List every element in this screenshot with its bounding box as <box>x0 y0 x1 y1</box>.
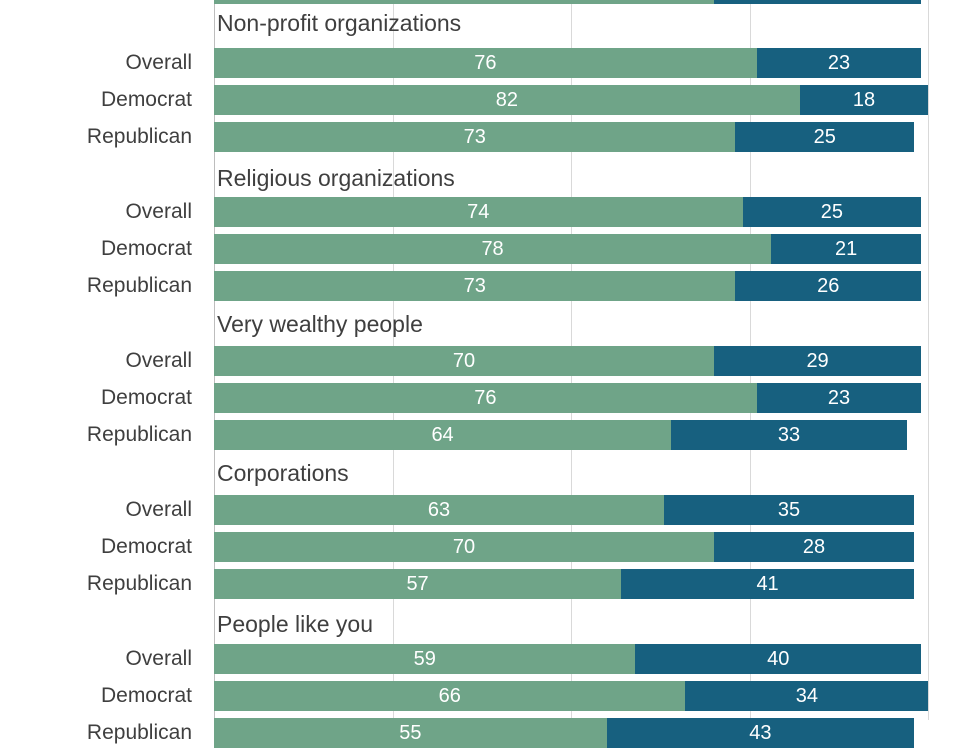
bar-segment-second: 25 <box>742 197 922 227</box>
group-title: Corporations <box>217 460 349 486</box>
bar-segment-first: 55 <box>214 718 607 748</box>
bar-segment-first: 63 <box>214 495 664 525</box>
row-label: Democrat <box>100 88 192 111</box>
bar-segment-first: 76 <box>214 48 757 78</box>
bar-segment-first: 66 <box>214 681 686 711</box>
row-label: Democrat <box>100 684 192 707</box>
bar-segment-first: 78 <box>214 234 772 264</box>
bar-segment-first: 82 <box>214 85 800 115</box>
row-label: Democrat <box>100 386 192 409</box>
bar-segment-second: 18 <box>799 85 929 115</box>
bar-segment-first: 59 <box>214 644 636 674</box>
bar-segment-second: 26 <box>735 271 922 301</box>
bar-segment-second: 25 <box>735 122 914 152</box>
group-title: Very wealthy people <box>217 311 423 337</box>
bar-segment-second: 23 <box>756 383 922 413</box>
gridline <box>928 0 929 720</box>
bar-segment-first: 74 <box>214 197 743 227</box>
row-label: Republican <box>86 721 192 744</box>
row-label: Overall <box>125 200 192 223</box>
row-label: Overall <box>125 349 192 372</box>
bar-segment-second: 21 <box>771 234 922 264</box>
row-label: Republican <box>86 423 192 446</box>
row-label: Overall <box>125 647 192 670</box>
row-label: Democrat <box>100 237 192 260</box>
bar-segment-second: 43 <box>606 718 914 748</box>
bar-segment-second: 28 <box>714 532 914 562</box>
row-label: Overall <box>125 498 192 521</box>
row-label: Overall <box>125 51 192 74</box>
row-label: Republican <box>86 125 192 148</box>
bar-segment-second: 41 <box>621 569 914 599</box>
bar-segment-first: 70 <box>214 346 714 376</box>
group-title: Religious organizations <box>217 165 455 191</box>
bar-segment-second: 29 <box>714 346 922 376</box>
bar-segment-second <box>714 0 922 4</box>
stacked-bar-chart: Non-profit organizations Overall 76 23 Democ… <box>86 0 929 748</box>
group-title: People like you <box>217 611 373 637</box>
bar-segment-second: 23 <box>756 48 922 78</box>
row-label: Republican <box>86 572 192 595</box>
bar-segment-second: 40 <box>635 644 922 674</box>
bar-segment-first: 57 <box>214 569 622 599</box>
bar-segment-second: 35 <box>664 495 914 525</box>
bar-segment-first: 64 <box>214 420 672 450</box>
bar-segment-first: 73 <box>214 271 736 301</box>
row-label: Republican <box>86 274 192 297</box>
bar-segment-first: 76 <box>214 383 757 413</box>
bar-segment-first: 73 <box>214 122 736 152</box>
bar-segment-second: 34 <box>685 681 929 711</box>
bar-segment-second: 33 <box>671 420 907 450</box>
bar-segment-first: 70 <box>214 532 714 562</box>
bar-segment-first <box>214 0 714 4</box>
group-title: Non-profit organizations <box>217 10 462 36</box>
row-label: Democrat <box>100 535 192 558</box>
